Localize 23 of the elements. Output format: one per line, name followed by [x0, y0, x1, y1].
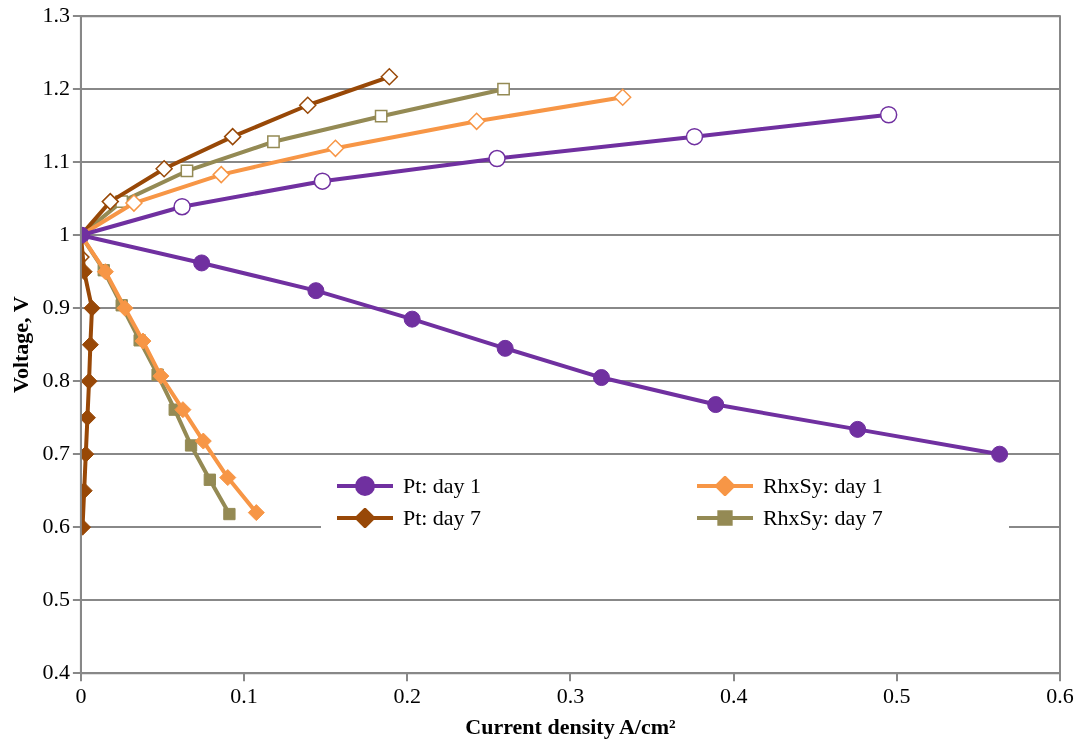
y-tick-label: 1.3 — [42, 1, 70, 27]
legend-label: RhxSy: day 1 — [762, 473, 883, 500]
y-tick-label: 0.4 — [42, 658, 70, 684]
x-tick-label: 0.4 — [719, 683, 748, 709]
legend-label: RhxSy: day 7 — [762, 505, 883, 532]
y-axis-title: Voltage, V — [7, 296, 33, 393]
y-tick-label: 1.2 — [42, 74, 70, 100]
y-tick-label: 1 — [58, 220, 70, 246]
y-tick-label: 0.7 — [42, 439, 70, 465]
y-tick-label: 0.6 — [42, 512, 70, 538]
y-tick-label: 0.8 — [42, 366, 70, 392]
x-tick-label: 0 — [75, 683, 87, 709]
y-tick-label: 0.5 — [42, 585, 70, 611]
legend-label: Pt: day 7 — [402, 505, 482, 532]
x-tick-label: 0.6 — [1046, 683, 1074, 709]
x-tick-label: 0.1 — [230, 683, 258, 709]
y-tick-label: 1.1 — [42, 147, 70, 173]
x-tick-label: 0.5 — [883, 683, 911, 709]
y-tick-label: 0.9 — [42, 293, 70, 319]
legend-label: Pt: day 1 — [402, 473, 482, 500]
x-tick-label: 0.2 — [393, 683, 422, 709]
x-tick-label: 0.3 — [556, 683, 585, 709]
x-axis-title: Current density A/cm² — [465, 714, 676, 740]
